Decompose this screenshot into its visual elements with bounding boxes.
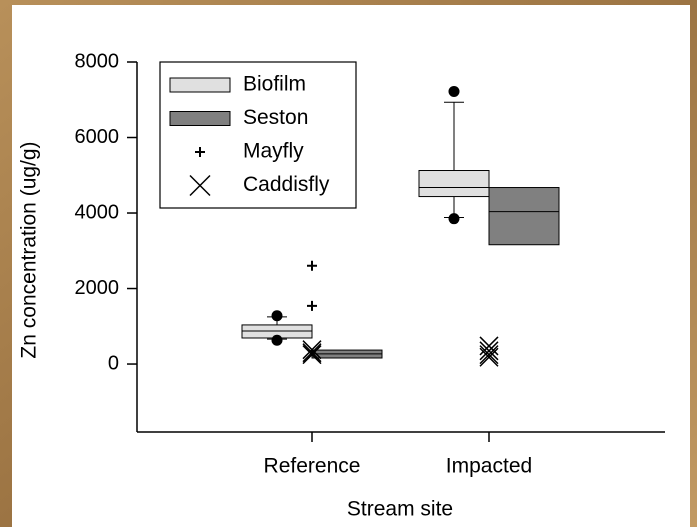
mayfly-point bbox=[307, 260, 317, 271]
mayfly-point bbox=[307, 300, 317, 311]
y-tick-label: 6000 bbox=[75, 126, 120, 148]
legend-swatch bbox=[189, 174, 211, 197]
caddisfly-point bbox=[479, 347, 499, 367]
legend-swatch bbox=[195, 147, 205, 157]
y-tick-label: 4000 bbox=[75, 201, 120, 223]
outlier bbox=[448, 213, 460, 225]
box bbox=[418, 170, 490, 198]
x-tick-label: Impacted bbox=[446, 455, 532, 478]
caddisfly-point bbox=[479, 341, 499, 361]
box bbox=[488, 187, 560, 246]
caddisfly-point bbox=[479, 345, 499, 365]
caddisfly-point bbox=[302, 345, 322, 365]
y-tick-label: 0 bbox=[108, 352, 119, 374]
outlier bbox=[448, 85, 460, 97]
x-tick-label: Reference bbox=[264, 455, 361, 478]
outlier bbox=[271, 334, 283, 346]
y-tick-label: 2000 bbox=[75, 277, 120, 299]
outlier bbox=[271, 310, 283, 322]
caddisfly-point bbox=[302, 340, 322, 360]
legend-label: Biofilm bbox=[243, 73, 306, 96]
legend-swatch bbox=[169, 77, 231, 93]
y-tick-label: 8000 bbox=[75, 50, 120, 72]
legend bbox=[159, 61, 357, 209]
x-axis-label: Stream site bbox=[347, 498, 453, 521]
caddisfly-point bbox=[302, 343, 322, 363]
legend-swatch bbox=[169, 111, 231, 126]
legend-label: Caddisfly bbox=[243, 173, 330, 196]
y-axis-label: Zn concentration (ug/g) bbox=[18, 141, 41, 358]
legend-label: Seston bbox=[243, 106, 308, 129]
legend-label: Mayfly bbox=[243, 140, 304, 163]
